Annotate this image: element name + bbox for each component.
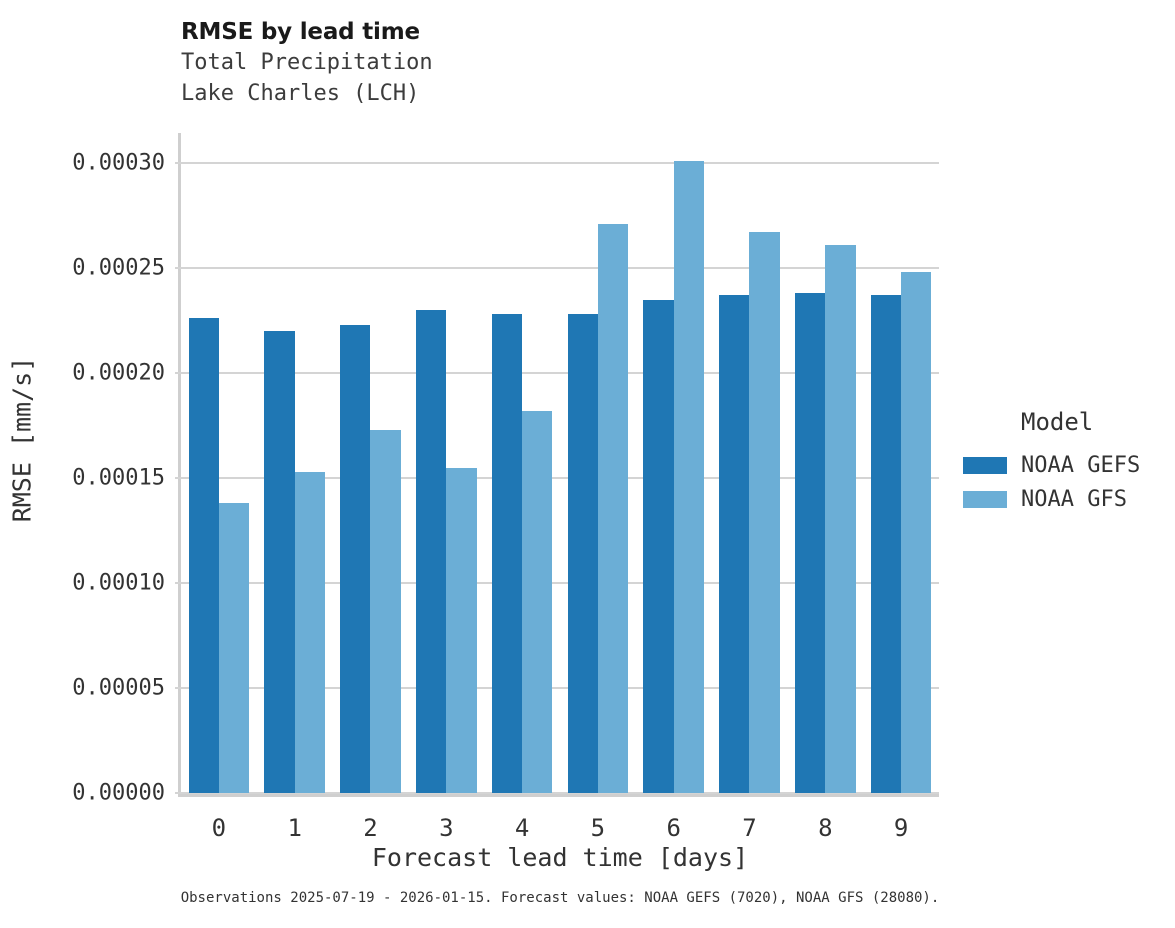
x-tick-label: 4 (514, 814, 530, 842)
title-block: RMSE by lead time Total Precipitation La… (181, 17, 881, 109)
legend-item-noaa-gfs[interactable]: NOAA GFS (963, 482, 1140, 516)
x-tick-label: 7 (742, 814, 757, 842)
y-tick-mark (175, 792, 181, 794)
y-axis-title: RMSE [mm/s] (7, 356, 37, 523)
bar-noaa-gfs-day-4[interactable] (522, 410, 553, 793)
bar-noaa-gfs-day-5[interactable] (597, 223, 629, 793)
legend-swatch-icon (963, 456, 1007, 474)
y-tick-mark (175, 162, 181, 164)
legend-items: NOAA GEFS NOAA GFS (963, 448, 1140, 516)
bar-noaa-gefs-day-2[interactable] (340, 324, 371, 793)
bar-noaa-gfs-day-9[interactable] (901, 272, 932, 793)
y-tick-mark (175, 267, 181, 269)
gridline (181, 162, 939, 164)
legend-label: NOAA GFS (1021, 486, 1127, 512)
x-tick-label: 9 (893, 814, 909, 842)
bar-noaa-gefs-day-7[interactable] (719, 295, 750, 793)
y-tick-label: 0.00010 (72, 570, 165, 596)
chart-subtitle-variable: Total Precipitation (181, 50, 433, 75)
bar-noaa-gfs-day-8[interactable] (825, 244, 856, 793)
gridline (181, 687, 939, 689)
bar-noaa-gefs-day-0[interactable] (188, 318, 219, 793)
gridline (181, 792, 939, 794)
bar-noaa-gefs-day-3[interactable] (415, 310, 447, 793)
x-tick-label: 2 (363, 814, 378, 842)
y-tick-label: 0.00020 (72, 360, 165, 386)
bar-noaa-gefs-day-9[interactable] (870, 295, 902, 793)
gridline (181, 267, 939, 269)
gridline (181, 582, 939, 584)
legend-title: Model (1021, 408, 1094, 436)
y-tick-mark (175, 477, 181, 479)
y-axis-spine (178, 133, 181, 795)
x-tick-label: 5 (590, 814, 606, 842)
bar-group (643, 160, 704, 793)
bar-noaa-gefs-day-6[interactable] (643, 299, 674, 793)
page-title: RMSE by lead time (181, 19, 420, 45)
x-axis-title: Forecast lead time [days] (371, 843, 749, 872)
bar-group (491, 163, 553, 793)
bar-noaa-gfs-day-3[interactable] (446, 467, 477, 793)
x-axis-spine (178, 793, 939, 797)
bar-group (188, 163, 250, 793)
y-tick-label: 0.00030 (72, 150, 165, 176)
x-tick-label: 8 (818, 814, 833, 842)
bar-group (340, 163, 401, 793)
bar-noaa-gfs-day-1[interactable] (294, 471, 325, 793)
plot-area: 0.00000 0.00005 0.00010 0.00015 0.00020 0.000… (72, 151, 939, 842)
chart-subtitle-station: Lake Charles (LCH) (181, 81, 420, 106)
y-tick-label: 0.00015 (72, 465, 165, 491)
bar-noaa-gfs-day-0[interactable] (218, 503, 250, 793)
y-tick-label: 0.00005 (72, 675, 165, 701)
bar-noaa-gefs-day-8[interactable] (794, 293, 826, 793)
gridline (181, 477, 939, 479)
bar-group (264, 163, 325, 793)
bar-group (719, 163, 780, 793)
gridline (181, 372, 939, 374)
y-tick-mark (175, 582, 181, 584)
bar-noaa-gfs-day-6[interactable] (673, 160, 704, 793)
y-tick-label: 0.00025 (72, 255, 165, 281)
legend-label: NOAA GEFS (1021, 452, 1141, 478)
x-tick-label: 3 (439, 814, 454, 842)
bar-noaa-gefs-day-4[interactable] (491, 314, 523, 793)
legend-item-noaa-gefs[interactable]: NOAA GEFS (963, 448, 1140, 482)
bar-group (794, 163, 856, 793)
legend: Model NOAA GEFS NOAA GFS (963, 408, 1140, 516)
bar-noaa-gfs-day-7[interactable] (749, 232, 780, 793)
y-tick-label: 0.00000 (72, 780, 165, 806)
bar-noaa-gefs-day-5[interactable] (567, 314, 598, 793)
y-tick-mark (175, 687, 181, 689)
bar-group (415, 163, 477, 793)
y-tick-mark (175, 372, 181, 374)
x-tick-label: 0 (211, 814, 227, 842)
x-tick-label: 1 (287, 814, 302, 842)
legend-swatch-icon (963, 490, 1007, 508)
x-tick-label: 6 (666, 814, 681, 842)
bar-group (567, 163, 629, 793)
figure-caption: Observations 2025-07-19 - 2026-01-15. Fo… (180, 890, 940, 906)
bar-noaa-gefs-day-1[interactable] (264, 331, 295, 793)
bar-group (870, 163, 932, 793)
bar-noaa-gfs-day-2[interactable] (370, 429, 401, 793)
